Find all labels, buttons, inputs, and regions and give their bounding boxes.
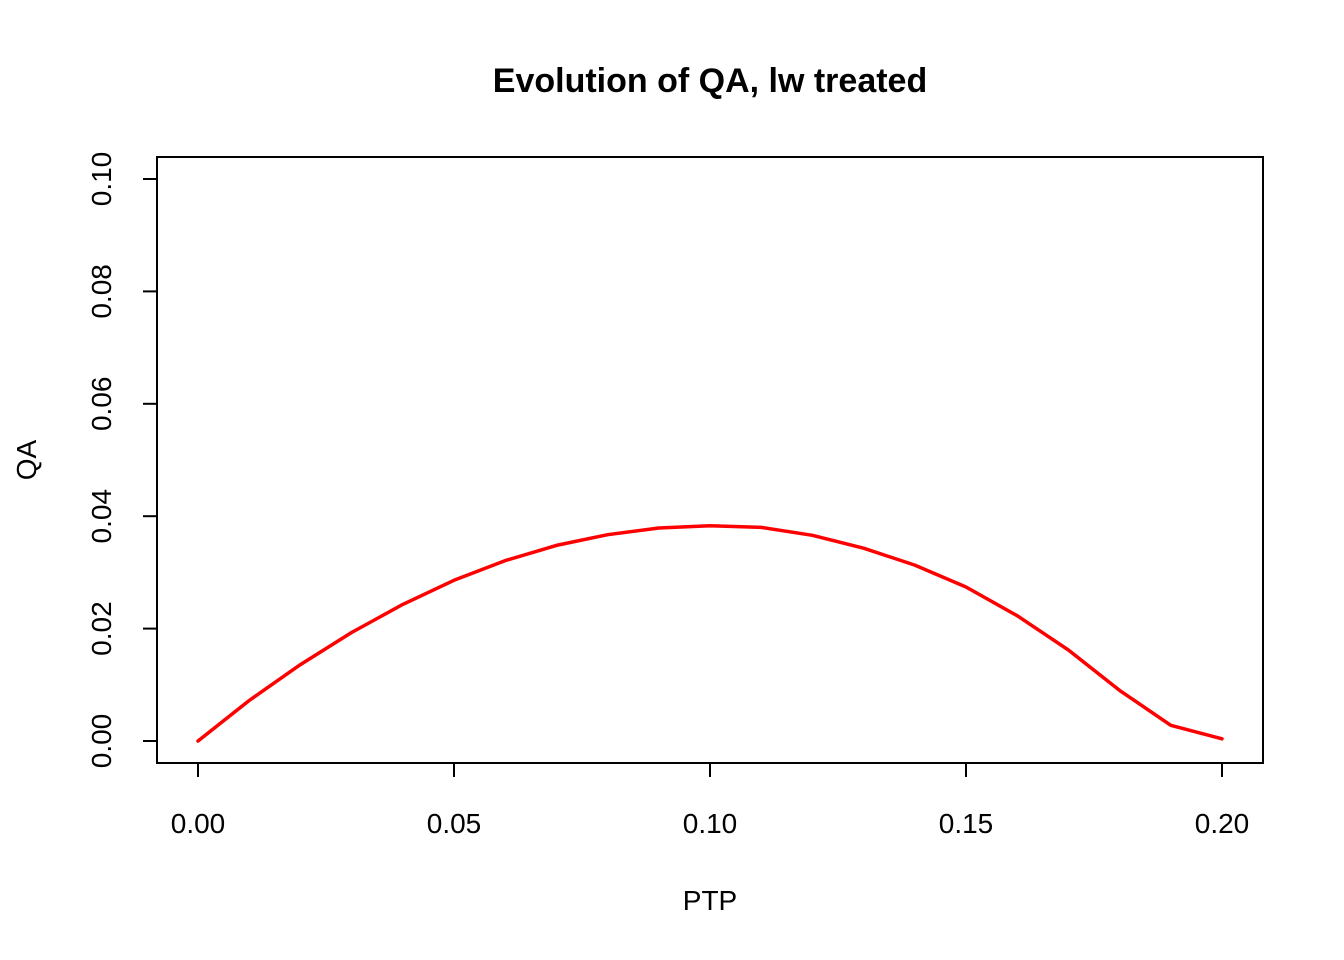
x-axis: 0.00 0.05 0.10 0.15 0.20 [171, 762, 1250, 839]
y-tick-label: 0.10 [86, 152, 117, 207]
x-tick-label: 0.05 [427, 808, 482, 839]
x-tick-label: 0.00 [171, 808, 226, 839]
series-line [196, 524, 1224, 743]
y-tick-label: 0.00 [86, 714, 117, 769]
x-tick-label: 0.20 [1195, 808, 1250, 839]
y-tick-label: 0.02 [86, 601, 117, 656]
series-layer [196, 524, 1224, 743]
x-tick-label: 0.15 [939, 808, 994, 839]
x-axis-label: PTP [683, 885, 737, 916]
y-tick-label: 0.08 [86, 264, 117, 319]
x-tick-label: 0.10 [683, 808, 738, 839]
y-axis-label: QA [11, 439, 42, 480]
y-tick-label: 0.04 [86, 489, 117, 544]
chart-title: Evolution of QA, lw treated [493, 62, 927, 100]
y-tick-label: 0.06 [86, 377, 117, 432]
y-axis: 0.00 0.02 0.04 0.06 0.08 0.10 [86, 152, 158, 769]
